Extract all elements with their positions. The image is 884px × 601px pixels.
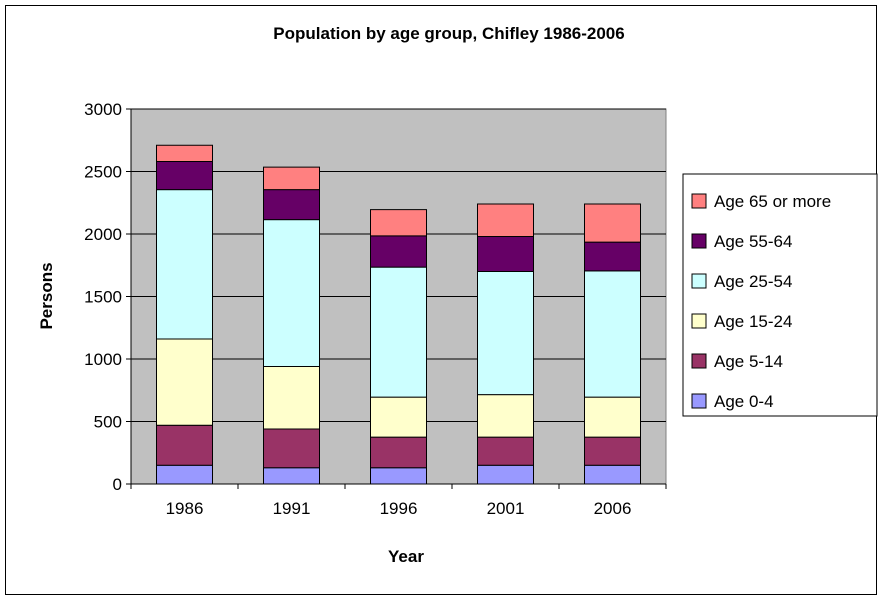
bar-segment-age-55-64-1986 [156, 161, 213, 191]
chart-canvas: Population by age group, Chifley 1986-20… [37, 24, 878, 566]
bar-segment-age-5-14-2006 [584, 436, 641, 466]
y-tick-label: 1000 [84, 350, 122, 369]
bar-segment-age-25-54-2006 [584, 270, 641, 398]
bar-segment-age-55-64-1996 [370, 235, 427, 268]
legend-swatch [691, 313, 707, 329]
y-tick-label: 3000 [84, 100, 122, 119]
y-axis-title: Persons [37, 262, 56, 329]
legend-label: Age 55-64 [714, 232, 792, 251]
x-tick-label: 1991 [273, 499, 311, 518]
legend-swatch [691, 393, 707, 409]
bar-segment-age-55-64-1991 [263, 189, 320, 221]
legend-label: Age 5-14 [714, 352, 783, 371]
bar-segment-age-5-14-1986 [156, 424, 213, 466]
y-tick-label: 1500 [84, 288, 122, 307]
bar-stacks [156, 144, 641, 485]
bar-segment-age-65-or-more-1991 [263, 166, 320, 191]
bar-segment-age-0-4-1991 [263, 467, 320, 485]
bar-segment-age-5-14-2001 [477, 436, 534, 466]
bar-segment-age-0-4-1996 [370, 467, 427, 485]
bar-segment-age-25-54-2001 [477, 271, 534, 396]
bar-segment-age-15-24-2001 [477, 394, 534, 438]
y-tick-label: 500 [94, 413, 122, 432]
bar-segment-age-65-or-more-1996 [370, 209, 427, 237]
legend-swatch [691, 193, 707, 209]
chart-frame: Population by age group, Chifley 1986-20… [5, 5, 878, 595]
legend-label: Age 25-54 [714, 272, 792, 291]
x-tick-label: 1986 [166, 499, 204, 518]
x-axis-ticks: 1986 1991 1996 2001 2006 [130, 484, 667, 518]
chart-title: Population by age group, Chifley 1986-20… [273, 24, 624, 43]
bar-segment-age-65-or-more-1986 [156, 144, 213, 162]
legend-swatch [691, 273, 707, 289]
legend-swatch [691, 353, 707, 369]
bar-segment-age-55-64-2006 [584, 241, 641, 272]
x-tick-label: 1996 [380, 499, 418, 518]
legend-box [682, 173, 878, 417]
bar-segment-age-25-54-1996 [370, 266, 427, 398]
bar-segment-age-0-4-2006 [584, 464, 641, 485]
bar-segment-age-25-54-1991 [263, 219, 320, 367]
y-tick-label: 2500 [84, 163, 122, 182]
legend-label: Age 65 or more [714, 192, 831, 211]
bar-segment-age-5-14-1991 [263, 428, 320, 469]
x-tick-label: 2001 [487, 499, 525, 518]
legend-label: Age 0-4 [714, 392, 774, 411]
y-tick-label: 0 [113, 475, 122, 494]
bar-segment-age-15-24-1991 [263, 366, 320, 430]
bar-segment-age-25-54-1986 [156, 189, 213, 340]
bar-segment-age-65-or-more-2006 [584, 203, 641, 243]
bar-segment-age-15-24-1996 [370, 396, 427, 438]
bar-segment-age-0-4-1986 [156, 464, 213, 485]
y-axis-ticks: 0 500 1000 1500 2000 2500 3000 [84, 100, 131, 494]
bar-segment-age-65-or-more-2001 [477, 203, 534, 237]
bar-segment-age-5-14-1996 [370, 436, 427, 469]
x-axis-title: Year [388, 547, 424, 566]
legend-label: Age 15-24 [714, 312, 792, 331]
bar-segment-age-0-4-2001 [477, 464, 534, 485]
legend-swatch [691, 233, 707, 249]
x-tick-label: 2006 [594, 499, 632, 518]
bar-segment-age-55-64-2001 [477, 236, 534, 272]
gridlines [131, 108, 666, 422]
bar-segment-age-15-24-1986 [156, 338, 213, 426]
y-tick-label: 2000 [84, 225, 122, 244]
bar-segment-age-15-24-2006 [584, 396, 641, 438]
legend: Age 65 or more Age 55-64 Age 25-54 Age 15-2… [682, 173, 878, 417]
